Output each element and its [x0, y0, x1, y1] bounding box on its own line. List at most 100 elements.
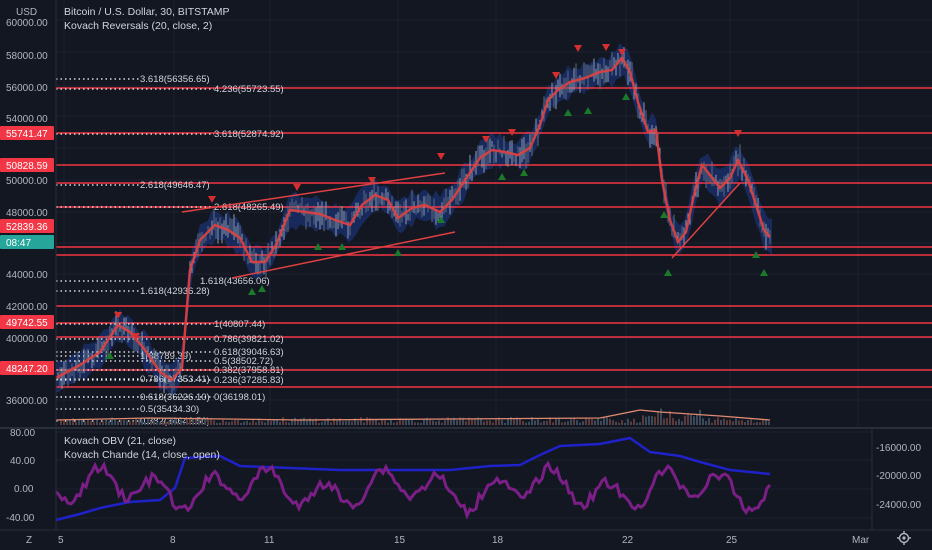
- volume-bar: [495, 419, 497, 425]
- volume-bar: [90, 420, 92, 425]
- volume-bar: [150, 421, 152, 425]
- indicator-legend-reversals[interactable]: Kovach Reversals (20, close, 2): [64, 20, 212, 32]
- volume-bar: [420, 422, 422, 425]
- volume-bar: [609, 418, 611, 425]
- volume-bar: [723, 418, 725, 425]
- volume-bar: [276, 419, 278, 425]
- fibonacci-levels[interactable]: 3.618(56356.65) 4.236(55723.55) 3.618(5287…: [56, 74, 284, 427]
- volume-bar: [117, 421, 119, 425]
- volume-bar: [237, 420, 239, 425]
- volume-bar: [501, 419, 503, 425]
- volume-bar: [102, 421, 104, 425]
- gear-icon[interactable]: [897, 531, 911, 545]
- volume-bar: [423, 419, 425, 425]
- volume-bar: [195, 417, 197, 425]
- reversal-down-marker: [208, 196, 216, 203]
- volume-bar: [96, 419, 98, 425]
- volume-bar: [504, 422, 506, 425]
- volume-bar: [396, 421, 398, 425]
- volume-bar: [465, 421, 467, 425]
- reversal-up-marker: [664, 269, 672, 276]
- price-line: [55, 55, 771, 382]
- trend-lines[interactable]: [181, 172, 741, 279]
- volume-bar: [747, 419, 749, 425]
- volume-bar: [312, 419, 314, 425]
- price-tag-4[interactable]: 49742.55: [0, 315, 54, 329]
- volume-bar: [567, 421, 569, 425]
- volume-bar: [696, 414, 698, 425]
- obv-legend[interactable]: Kovach OBV (21, close): [64, 435, 176, 447]
- volume-bar: [492, 422, 494, 425]
- volume-bar: [675, 421, 677, 425]
- volume-bar: [360, 417, 362, 425]
- sub-left-tick-3: -40.00: [6, 513, 35, 524]
- volume-bar: [705, 421, 707, 425]
- volume-bar: [690, 414, 692, 425]
- volume-bar: [345, 420, 347, 425]
- volume-bar: [522, 420, 524, 425]
- volume-bar: [264, 422, 266, 425]
- fib-label-1: 4.236(55723.55): [214, 84, 284, 95]
- volume-bar: [144, 422, 146, 425]
- volume-bar: [381, 418, 383, 425]
- price-tag-5[interactable]: 48247.20: [0, 361, 54, 375]
- volume-bar: [627, 418, 629, 425]
- volume-bar: [720, 420, 722, 425]
- timezone-icon[interactable]: Z: [26, 535, 32, 546]
- volume-bar: [300, 418, 302, 425]
- price-tags[interactable]: 55741.47 50828.59 52839.36 08:47 49742.55 482…: [0, 126, 54, 375]
- volume-bar: [333, 418, 335, 425]
- volume-bar: [510, 417, 512, 425]
- price-tick-4: 50000.00: [6, 176, 48, 187]
- volume-bar: [432, 420, 434, 425]
- reversal-up-marker: [760, 269, 768, 276]
- volume-bar: [570, 419, 572, 425]
- volume-bar: [735, 418, 737, 425]
- reversal-down-marker: [618, 49, 626, 56]
- reversal-down-marker: [114, 312, 122, 319]
- volume-bar: [129, 421, 131, 425]
- volume-bar: [681, 421, 683, 425]
- volume-bar: [234, 419, 236, 425]
- fib-label-11: 0.5(38502.72): [214, 356, 273, 367]
- reversal-down-marker: [293, 184, 301, 191]
- volume-bar: [81, 418, 83, 425]
- volume-bar: [288, 422, 290, 425]
- volume-bar: [594, 420, 596, 425]
- fib-label-6: 1.618(42936.28): [140, 286, 210, 297]
- chande-legend[interactable]: Kovach Chande (14, close, open): [64, 449, 220, 461]
- fib-label-16: 0(36198.01): [214, 392, 265, 403]
- volume-bar: [414, 422, 416, 425]
- sub-left-tick-1: 40.00: [10, 456, 35, 467]
- volume-bar: [108, 421, 110, 425]
- volume-bar: [450, 418, 452, 425]
- time-label-5: 22: [622, 535, 634, 546]
- fib-label-2: 3.618(52874.92): [214, 129, 284, 140]
- volume-bar: [669, 410, 671, 425]
- symbol-title[interactable]: Bitcoin / U.S. Dollar, 30, BITSTAMP: [64, 6, 230, 18]
- price-tag-0[interactable]: 55741.47: [0, 126, 54, 140]
- volume-bar: [513, 418, 515, 425]
- volume-bar: [252, 418, 254, 425]
- volume-bar: [207, 419, 209, 425]
- reversal-markers: [106, 44, 768, 359]
- volume-bar: [447, 417, 449, 425]
- volume-bar: [387, 422, 389, 425]
- volume-bar: [486, 420, 488, 425]
- volume-bar: [66, 418, 68, 425]
- price-tag-1[interactable]: 50828.59: [0, 158, 54, 172]
- volume-bar: [507, 419, 509, 425]
- reversal-up-marker: [520, 169, 528, 176]
- volume-bar: [708, 418, 710, 425]
- reversal-up-marker: [752, 251, 760, 258]
- reversal-up-marker: [437, 216, 445, 223]
- price-tag-bg: [0, 219, 54, 233]
- volume-bar: [141, 420, 143, 425]
- volume-bar: [309, 418, 311, 425]
- volume-bar: [666, 418, 668, 425]
- price-tag-3[interactable]: 08:47: [0, 235, 54, 249]
- volume-bar: [744, 422, 746, 425]
- price-tag-2[interactable]: 52839.36: [0, 219, 54, 233]
- reversal-up-marker: [314, 243, 322, 250]
